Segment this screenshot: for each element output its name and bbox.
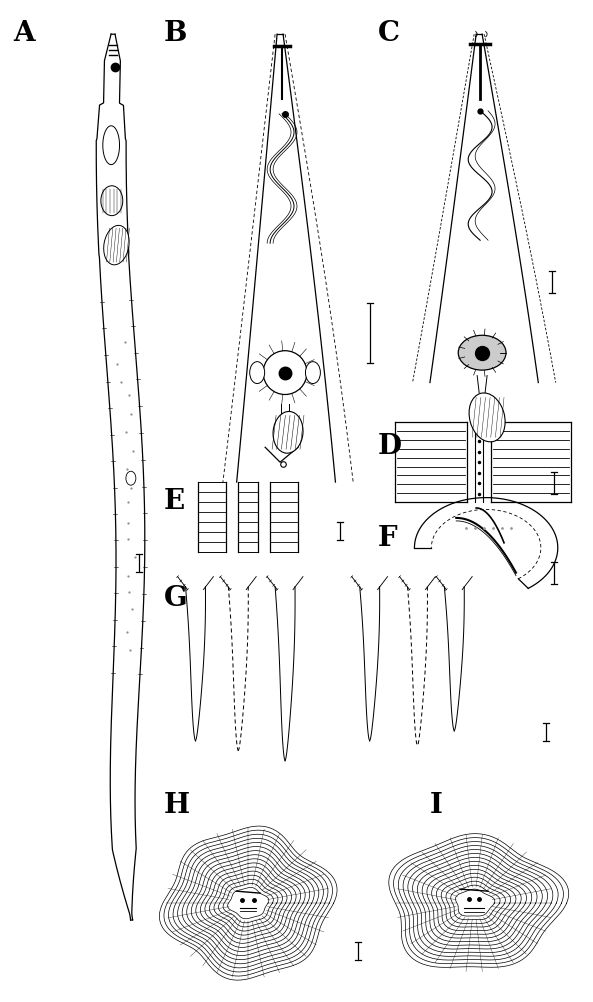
Ellipse shape xyxy=(458,336,506,371)
Text: F: F xyxy=(378,524,397,551)
Ellipse shape xyxy=(250,363,264,384)
Text: H: H xyxy=(164,791,190,818)
Text: C: C xyxy=(378,20,400,47)
Ellipse shape xyxy=(101,186,123,216)
Ellipse shape xyxy=(305,363,320,384)
Text: B: B xyxy=(164,20,187,47)
Text: A: A xyxy=(13,20,35,47)
Text: D: D xyxy=(378,433,401,460)
Circle shape xyxy=(263,352,307,395)
Text: G: G xyxy=(164,584,187,611)
Text: I: I xyxy=(429,791,442,818)
Ellipse shape xyxy=(273,412,303,454)
Ellipse shape xyxy=(104,226,129,266)
Text: E: E xyxy=(164,488,185,515)
Polygon shape xyxy=(103,126,120,165)
Ellipse shape xyxy=(469,394,505,443)
